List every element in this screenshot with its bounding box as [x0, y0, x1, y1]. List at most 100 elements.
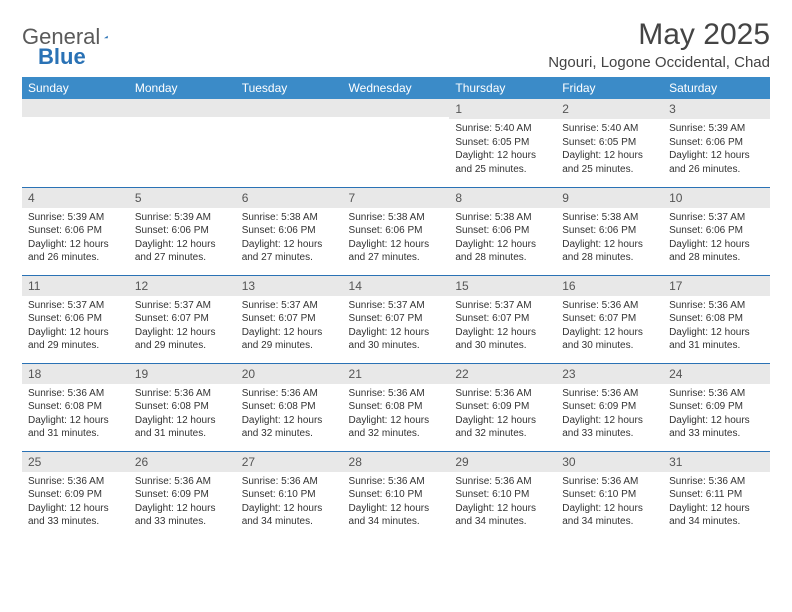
day-number: 22 [449, 364, 556, 384]
sunrise-line: Sunrise: 5:37 AM [669, 211, 764, 225]
sunset-line: Sunset: 6:06 PM [349, 224, 444, 238]
sunset-line: Sunset: 6:07 PM [562, 312, 657, 326]
calendar-day-cell: 19Sunrise: 5:36 AMSunset: 6:08 PMDayligh… [129, 363, 236, 451]
calendar-empty-cell [236, 99, 343, 187]
daylight-line: Daylight: 12 hours and 31 minutes. [669, 326, 764, 353]
daynum-empty [236, 99, 343, 117]
sunrise-line: Sunrise: 5:38 AM [562, 211, 657, 225]
calendar-day-cell: 3Sunrise: 5:39 AMSunset: 6:06 PMDaylight… [663, 99, 770, 187]
sunset-line: Sunset: 6:06 PM [28, 312, 123, 326]
weekday-header: Saturday [663, 77, 770, 99]
calendar-body: 1Sunrise: 5:40 AMSunset: 6:05 PMDaylight… [22, 99, 770, 539]
calendar-week-row: 11Sunrise: 5:37 AMSunset: 6:06 PMDayligh… [22, 275, 770, 363]
day-body: Sunrise: 5:38 AMSunset: 6:06 PMDaylight:… [236, 208, 343, 269]
sunset-line: Sunset: 6:09 PM [28, 488, 123, 502]
day-body: Sunrise: 5:37 AMSunset: 6:07 PMDaylight:… [129, 296, 236, 357]
day-number: 26 [129, 452, 236, 472]
sunrise-line: Sunrise: 5:38 AM [242, 211, 337, 225]
day-body: Sunrise: 5:36 AMSunset: 6:09 PMDaylight:… [449, 384, 556, 445]
sunrise-line: Sunrise: 5:36 AM [349, 475, 444, 489]
daylight-line: Daylight: 12 hours and 29 minutes. [135, 326, 230, 353]
calendar-day-cell: 6Sunrise: 5:38 AMSunset: 6:06 PMDaylight… [236, 187, 343, 275]
day-number: 9 [556, 188, 663, 208]
day-body: Sunrise: 5:37 AMSunset: 6:07 PMDaylight:… [236, 296, 343, 357]
sunset-line: Sunset: 6:06 PM [669, 224, 764, 238]
sunset-line: Sunset: 6:07 PM [135, 312, 230, 326]
day-number: 15 [449, 276, 556, 296]
sunrise-line: Sunrise: 5:36 AM [562, 387, 657, 401]
calendar-day-cell: 13Sunrise: 5:37 AMSunset: 6:07 PMDayligh… [236, 275, 343, 363]
sunrise-line: Sunrise: 5:39 AM [669, 122, 764, 136]
sunset-line: Sunset: 6:06 PM [135, 224, 230, 238]
day-body: Sunrise: 5:40 AMSunset: 6:05 PMDaylight:… [449, 119, 556, 180]
sunset-line: Sunset: 6:08 PM [349, 400, 444, 414]
daylight-line: Daylight: 12 hours and 25 minutes. [455, 149, 550, 176]
calendar-day-cell: 12Sunrise: 5:37 AMSunset: 6:07 PMDayligh… [129, 275, 236, 363]
sunset-line: Sunset: 6:06 PM [28, 224, 123, 238]
day-body: Sunrise: 5:36 AMSunset: 6:10 PMDaylight:… [449, 472, 556, 533]
day-body: Sunrise: 5:39 AMSunset: 6:06 PMDaylight:… [129, 208, 236, 269]
day-number: 27 [236, 452, 343, 472]
brand-part2: Blue [38, 44, 86, 70]
sunset-line: Sunset: 6:06 PM [242, 224, 337, 238]
sunset-line: Sunset: 6:10 PM [562, 488, 657, 502]
day-body: Sunrise: 5:39 AMSunset: 6:06 PMDaylight:… [22, 208, 129, 269]
sunset-line: Sunset: 6:09 PM [562, 400, 657, 414]
sunset-line: Sunset: 6:09 PM [135, 488, 230, 502]
calendar-empty-cell [343, 99, 450, 187]
day-number: 1 [449, 99, 556, 119]
sunrise-line: Sunrise: 5:37 AM [242, 299, 337, 313]
sunrise-line: Sunrise: 5:36 AM [455, 475, 550, 489]
daylight-line: Daylight: 12 hours and 26 minutes. [669, 149, 764, 176]
daylight-line: Daylight: 12 hours and 32 minutes. [349, 414, 444, 441]
calendar-day-cell: 7Sunrise: 5:38 AMSunset: 6:06 PMDaylight… [343, 187, 450, 275]
day-body: Sunrise: 5:36 AMSunset: 6:09 PMDaylight:… [556, 384, 663, 445]
sunrise-line: Sunrise: 5:36 AM [28, 475, 123, 489]
calendar-day-cell: 28Sunrise: 5:36 AMSunset: 6:10 PMDayligh… [343, 451, 450, 539]
day-body: Sunrise: 5:37 AMSunset: 6:07 PMDaylight:… [449, 296, 556, 357]
calendar-day-cell: 1Sunrise: 5:40 AMSunset: 6:05 PMDaylight… [449, 99, 556, 187]
day-body: Sunrise: 5:36 AMSunset: 6:07 PMDaylight:… [556, 296, 663, 357]
sunrise-line: Sunrise: 5:36 AM [242, 475, 337, 489]
sunset-line: Sunset: 6:06 PM [455, 224, 550, 238]
daylight-line: Daylight: 12 hours and 34 minutes. [562, 502, 657, 529]
sunrise-line: Sunrise: 5:39 AM [28, 211, 123, 225]
day-number: 30 [556, 452, 663, 472]
calendar-week-row: 18Sunrise: 5:36 AMSunset: 6:08 PMDayligh… [22, 363, 770, 451]
weekday-header: Wednesday [343, 77, 450, 99]
daylight-line: Daylight: 12 hours and 33 minutes. [28, 502, 123, 529]
calendar-day-cell: 5Sunrise: 5:39 AMSunset: 6:06 PMDaylight… [129, 187, 236, 275]
day-body: Sunrise: 5:38 AMSunset: 6:06 PMDaylight:… [556, 208, 663, 269]
sunrise-line: Sunrise: 5:36 AM [135, 475, 230, 489]
calendar-week-row: 1Sunrise: 5:40 AMSunset: 6:05 PMDaylight… [22, 99, 770, 187]
daylight-line: Daylight: 12 hours and 28 minutes. [455, 238, 550, 265]
weekday-header: Sunday [22, 77, 129, 99]
sunrise-line: Sunrise: 5:36 AM [669, 475, 764, 489]
day-body: Sunrise: 5:37 AMSunset: 6:06 PMDaylight:… [663, 208, 770, 269]
day-number: 4 [22, 188, 129, 208]
sunrise-line: Sunrise: 5:40 AM [562, 122, 657, 136]
sunset-line: Sunset: 6:11 PM [669, 488, 764, 502]
daynum-empty [22, 99, 129, 117]
daynum-empty [343, 99, 450, 117]
day-number: 21 [343, 364, 450, 384]
daylight-line: Daylight: 12 hours and 33 minutes. [669, 414, 764, 441]
day-body: Sunrise: 5:36 AMSunset: 6:09 PMDaylight:… [129, 472, 236, 533]
day-body: Sunrise: 5:36 AMSunset: 6:11 PMDaylight:… [663, 472, 770, 533]
sunset-line: Sunset: 6:08 PM [135, 400, 230, 414]
daylight-line: Daylight: 12 hours and 33 minutes. [562, 414, 657, 441]
daylight-line: Daylight: 12 hours and 32 minutes. [242, 414, 337, 441]
sunrise-line: Sunrise: 5:36 AM [28, 387, 123, 401]
sunset-line: Sunset: 6:06 PM [669, 136, 764, 150]
day-number: 18 [22, 364, 129, 384]
day-body: Sunrise: 5:36 AMSunset: 6:10 PMDaylight:… [556, 472, 663, 533]
sunset-line: Sunset: 6:10 PM [455, 488, 550, 502]
day-number: 7 [343, 188, 450, 208]
daylight-line: Daylight: 12 hours and 34 minutes. [242, 502, 337, 529]
day-number: 24 [663, 364, 770, 384]
day-number: 5 [129, 188, 236, 208]
sunset-line: Sunset: 6:10 PM [242, 488, 337, 502]
calendar-week-row: 4Sunrise: 5:39 AMSunset: 6:06 PMDaylight… [22, 187, 770, 275]
daylight-line: Daylight: 12 hours and 34 minutes. [349, 502, 444, 529]
weekday-header: Tuesday [236, 77, 343, 99]
